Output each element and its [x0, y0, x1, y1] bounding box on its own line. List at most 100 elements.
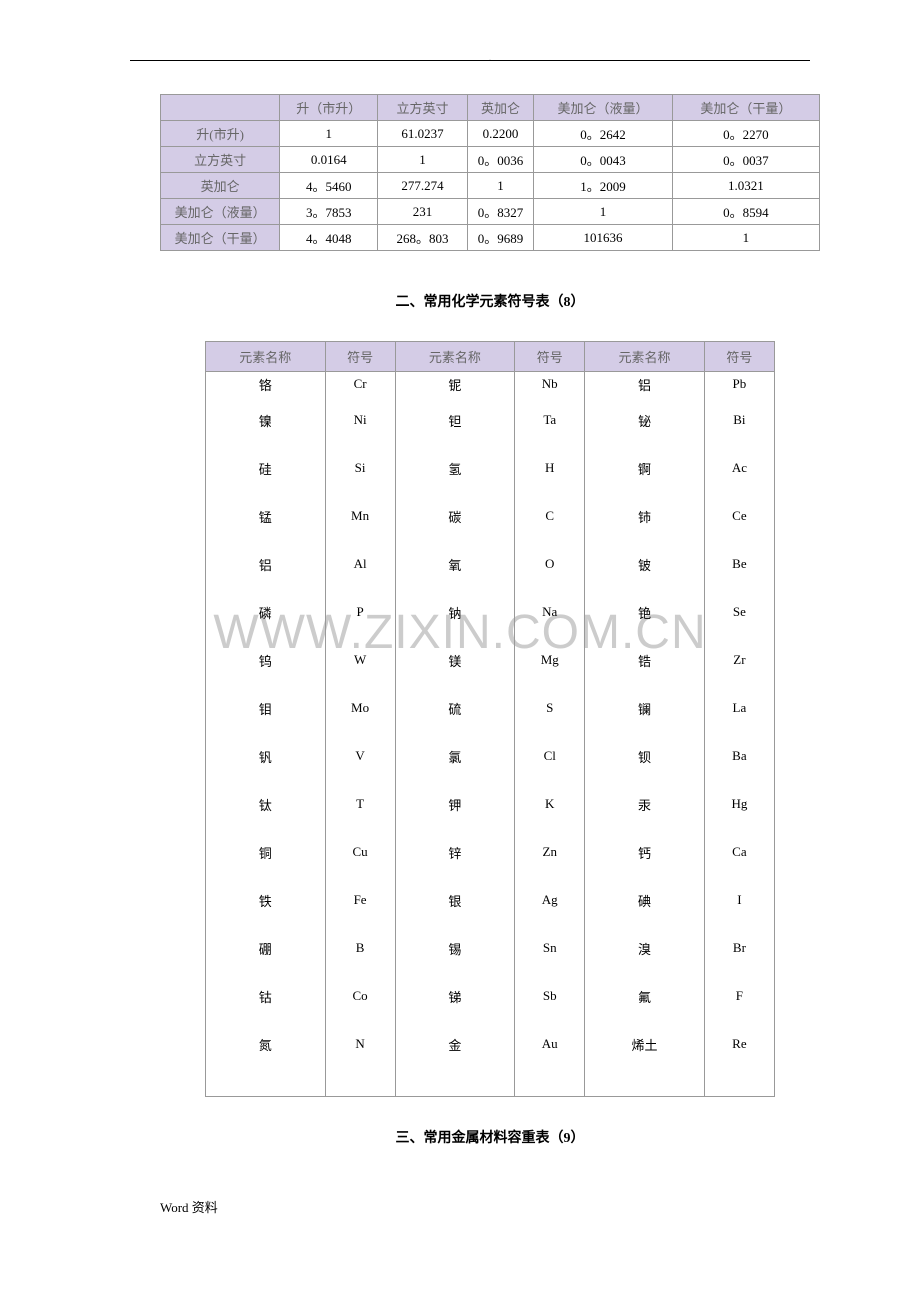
header-mark: . [160, 53, 820, 64]
data-cell: 1。2009 [534, 173, 673, 199]
element-name-cell: 铁 [206, 876, 326, 924]
data-cell: 268。803 [378, 225, 468, 251]
section-title-metals: 三、常用金属材料容重表（9） [160, 1127, 820, 1147]
element-symbol-cell: Al [325, 540, 395, 588]
element-symbol-cell: Cl [515, 732, 585, 780]
table-row: 美加仑（液量）3。78532310。832710。8594 [161, 199, 820, 225]
element-name-cell: 硅 [206, 444, 326, 492]
element-name-cell: 铌 [395, 372, 515, 397]
element-name-cell: 溴 [585, 924, 705, 972]
data-cell: 0。2270 [672, 121, 819, 147]
element-name-cell: 钼 [206, 684, 326, 732]
element-name-cell: 铬 [206, 372, 326, 397]
data-cell: 277.274 [378, 173, 468, 199]
elem-col-header: 符号 [704, 342, 774, 372]
data-cell: 101636 [534, 225, 673, 251]
element-name-cell: 镍 [206, 396, 326, 444]
element-symbol-cell: B [325, 924, 395, 972]
element-symbol-cell: Ni [325, 396, 395, 444]
element-symbol-cell: O [515, 540, 585, 588]
footer-text: Word 资料 [160, 1197, 820, 1216]
table-row: 铜Cu锌Zn钙Ca [206, 828, 775, 876]
element-symbol-cell: Ca [704, 828, 774, 876]
element-name-cell [585, 1068, 705, 1097]
element-symbol-cell: N [325, 1020, 395, 1068]
row-header-cell: 美加仑（液量） [161, 199, 280, 225]
element-name-cell: 钴 [206, 972, 326, 1020]
element-name-cell: 金 [395, 1020, 515, 1068]
table-row: 钛T钾K汞Hg [206, 780, 775, 828]
element-symbol-cell: Re [704, 1020, 774, 1068]
section-title-elements: 二、常用化学元素符号表（8） [160, 291, 820, 311]
element-name-cell: 镧 [585, 684, 705, 732]
element-name-cell: 氢 [395, 444, 515, 492]
data-cell: 1.0321 [672, 173, 819, 199]
table-row: 铝Al氧O铍Be [206, 540, 775, 588]
element-name-cell: 铝 [585, 372, 705, 397]
element-name-cell: 烯土 [585, 1020, 705, 1068]
data-cell: 61.0237 [378, 121, 468, 147]
data-cell: 0。0037 [672, 147, 819, 173]
table-row: 升(市升)161.02370.22000。26420。2270 [161, 121, 820, 147]
table-row: 镍Ni钽Ta铋Bi [206, 396, 775, 444]
element-symbol-cell: Cu [325, 828, 395, 876]
data-cell: 0。8594 [672, 199, 819, 225]
element-symbol-cell: H [515, 444, 585, 492]
elem-col-header: 符号 [325, 342, 395, 372]
element-name-cell: 钨 [206, 636, 326, 684]
element-symbol-cell: Nb [515, 372, 585, 397]
element-name-cell [206, 1068, 326, 1097]
element-symbol-cell: Ta [515, 396, 585, 444]
conversion-table: 升（市升）立方英寸英加仑美加仑（液量）美加仑（干量） 升(市升)161.0237… [160, 94, 820, 251]
element-symbol-cell: Zn [515, 828, 585, 876]
row-header-cell: 美加仑（干量） [161, 225, 280, 251]
data-cell: 1 [672, 225, 819, 251]
data-cell: 1 [534, 199, 673, 225]
element-name-cell: 铝 [206, 540, 326, 588]
row-header-cell: 升(市升) [161, 121, 280, 147]
elem-col-header: 元素名称 [206, 342, 326, 372]
element-symbol-cell: Hg [704, 780, 774, 828]
element-name-cell: 磷 [206, 588, 326, 636]
data-cell: 0。8327 [467, 199, 533, 225]
element-table: 元素名称符号元素名称符号元素名称符号 铬Cr铌Nb铝Pb镍Ni钽Ta铋Bi硅Si… [205, 341, 775, 1097]
conv-col-header: 英加仑 [467, 95, 533, 121]
element-symbol-cell: Na [515, 588, 585, 636]
element-name-cell: 氟 [585, 972, 705, 1020]
data-cell: 4。4048 [280, 225, 378, 251]
table-row: 硅Si氢H锕Ac [206, 444, 775, 492]
element-name-cell: 铈 [585, 492, 705, 540]
element-name-cell: 镁 [395, 636, 515, 684]
element-name-cell: 碘 [585, 876, 705, 924]
element-symbol-cell [515, 1068, 585, 1097]
element-name-cell: 钾 [395, 780, 515, 828]
element-symbol-cell: Mg [515, 636, 585, 684]
element-symbol-cell: Ac [704, 444, 774, 492]
element-symbol-cell: C [515, 492, 585, 540]
element-symbol-cell: Si [325, 444, 395, 492]
table-row: 铬Cr铌Nb铝Pb [206, 372, 775, 397]
element-symbol-cell: F [704, 972, 774, 1020]
table-row: 钴Co锑Sb氟F [206, 972, 775, 1020]
table-row: 英加仑4。5460277.27411。20091.0321 [161, 173, 820, 199]
element-name-cell: 汞 [585, 780, 705, 828]
element-symbol-cell: Cr [325, 372, 395, 397]
element-symbol-cell: T [325, 780, 395, 828]
element-symbol-cell: Be [704, 540, 774, 588]
table-header-row: 升（市升）立方英寸英加仑美加仑（液量）美加仑（干量） [161, 95, 820, 121]
data-cell: 0.0164 [280, 147, 378, 173]
element-name-cell: 钒 [206, 732, 326, 780]
data-cell: 1 [378, 147, 468, 173]
row-header-cell: 立方英寸 [161, 147, 280, 173]
element-name-cell: 钠 [395, 588, 515, 636]
element-symbol-cell: Fe [325, 876, 395, 924]
table-row: 氮N金Au烯土Re [206, 1020, 775, 1068]
table-row: 钼Mo硫S镧La [206, 684, 775, 732]
element-symbol-cell [325, 1068, 395, 1097]
conv-col-header: 美加仑（液量） [534, 95, 673, 121]
element-name-cell: 氮 [206, 1020, 326, 1068]
table-row: 磷P钠Na铯Se [206, 588, 775, 636]
element-name-cell: 锌 [395, 828, 515, 876]
data-cell: 1 [467, 173, 533, 199]
element-name-cell: 锕 [585, 444, 705, 492]
